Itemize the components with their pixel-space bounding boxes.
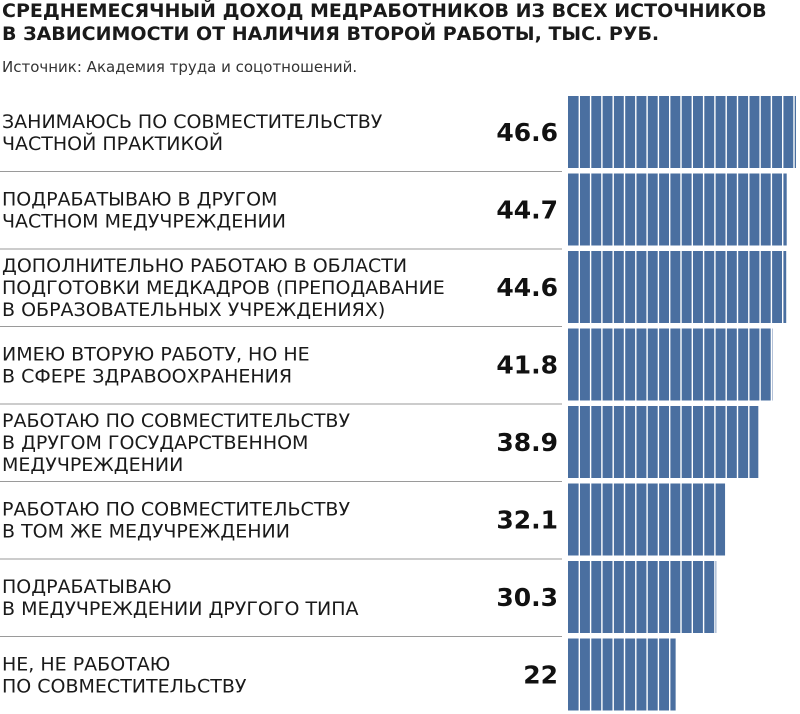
bar-row: ПОДРАБАТЫВАЮ В МЕДУЧРЕЖДЕНИИ ДРУГОГО ТИПА… xyxy=(0,561,717,637)
bar-row: РАБОТАЮ ПО СОВМЕСТИТЕЛЬСТВУ В ТОМ ЖЕ МЕДУ… xyxy=(0,483,726,560)
bar-row: ЗАНИМАЮСЬ ПО СОВМЕСТИТЕЛЬСТВУ ЧАСТНОЙ ПРА… xyxy=(0,96,796,172)
category-label-line: В ДРУГОМ ГОСУДАРСТВЕННОМ xyxy=(2,432,308,454)
category-label: ДОПОЛНИТЕЛЬНО РАБОТАЮ В ОБЛАСТИ ПОДГОТОВК… xyxy=(2,255,445,321)
bar-row: РАБОТАЮ ПО СОВМЕСТИТЕЛЬСТВУ В ДРУГОМ ГОСУ… xyxy=(0,406,759,482)
category-label: ЗАНИМАЮСЬ ПО СОВМЕСТИТЕЛЬСТВУ ЧАСТНОЙ ПРА… xyxy=(2,111,383,155)
value-label: 22 xyxy=(523,661,558,690)
category-label-line: В СФЕРЕ ЗДРАВООХРАНЕНИЯ xyxy=(2,366,292,388)
category-label: НЕ, НЕ РАБОТАЮ ПО СОВМЕСТИТЕЛЬСТВУ xyxy=(2,654,247,698)
bar xyxy=(568,638,676,711)
value-label: 30.3 xyxy=(496,583,558,612)
category-label: ИМЕЮ ВТОРУЮ РАБОТУ, НО НЕ В СФЕРЕ ЗДРАВОО… xyxy=(2,344,310,388)
category-label-line: ЧАСТНОМ МЕДУЧРЕЖДЕНИИ xyxy=(2,211,286,233)
bar xyxy=(568,406,759,478)
category-label-line: В ТОМ ЖЕ МЕДУЧРЕЖДЕНИИ xyxy=(2,521,290,543)
value-label: 44.7 xyxy=(496,196,558,225)
category-label-line: ПОДРАБАТЫВАЮ В ДРУГОМ xyxy=(2,189,277,211)
bar-row: ИМЕЮ ВТОРУЮ РАБОТУ, НО НЕ В СФЕРЕ ЗДРАВОО… xyxy=(0,328,773,405)
value-label: 44.6 xyxy=(496,273,558,302)
category-label-line: ПО СОВМЕСТИТЕЛЬСТВУ xyxy=(2,676,247,698)
category-label-line: В ОБРАЗОВАТЕЛЬНЫХ УЧРЕЖДЕНИЯХ) xyxy=(2,299,385,321)
category-label-line: ЗАНИМАЮСЬ ПО СОВМЕСТИТЕЛЬСТВУ xyxy=(2,111,383,133)
category-label-line: МЕДУЧРЕЖДЕНИИ xyxy=(2,454,183,476)
category-label-line: ПОДГОТОВКИ МЕДКАДРОВ (ПРЕПОДАВАНИЕ xyxy=(2,277,445,299)
bar-row: НЕ, НЕ РАБОТАЮ ПО СОВМЕСТИТЕЛЬСТВУ 22 xyxy=(2,638,676,711)
value-label: 46.6 xyxy=(496,118,558,147)
category-label-line: НЕ, НЕ РАБОТАЮ xyxy=(2,654,170,676)
bar xyxy=(568,96,796,168)
chart-title-line-1: СРЕДНЕМЕСЯЧНЫЙ ДОХОД МЕДРАБОТНИКОВ ИЗ ВС… xyxy=(2,0,767,22)
category-label-line: РАБОТАЮ ПО СОВМЕСТИТЕЛЬСТВУ xyxy=(2,410,350,432)
category-label-line: ДОПОЛНИТЕЛЬНО РАБОТАЮ В ОБЛАСТИ xyxy=(2,255,407,277)
category-label-line: ПОДРАБАТЫВАЮ xyxy=(2,576,172,598)
category-label: РАБОТАЮ ПО СОВМЕСТИТЕЛЬСТВУ В ДРУГОМ ГОСУ… xyxy=(2,410,350,476)
category-label-line: В МЕДУЧРЕЖДЕНИИ ДРУГОГО ТИПА xyxy=(2,598,359,620)
category-label-line: РАБОТАЮ ПО СОВМЕСТИТЕЛЬСТВУ xyxy=(2,499,350,521)
bar xyxy=(568,173,787,246)
category-label-line: ЧАСТНОЙ ПРАКТИКОЙ xyxy=(2,132,223,155)
chart-source: Источник: Академия труда и соцотношений. xyxy=(2,58,358,76)
value-label: 38.9 xyxy=(496,428,558,457)
value-label: 41.8 xyxy=(496,351,558,380)
chart-title: СРЕДНЕМЕСЯЧНЫЙ ДОХОД МЕДРАБОТНИКОВ ИЗ ВС… xyxy=(2,0,798,46)
bar-row: ПОДРАБАТЫВАЮ В ДРУГОМ ЧАСТНОМ МЕДУЧРЕЖДЕН… xyxy=(0,173,787,250)
bar xyxy=(568,561,717,633)
category-label: ПОДРАБАТЫВАЮ В ДРУГОМ ЧАСТНОМ МЕДУЧРЕЖДЕН… xyxy=(2,189,286,233)
chart-title-line-2: В ЗАВИСИМОСТИ ОТ НАЛИЧИЯ ВТОРОЙ РАБОТЫ, … xyxy=(2,23,660,45)
bar-row: ДОПОЛНИТЕЛЬНО РАБОТАЮ В ОБЛАСТИ ПОДГОТОВК… xyxy=(0,251,787,327)
category-label: ПОДРАБАТЫВАЮ В МЕДУЧРЕЖДЕНИИ ДРУГОГО ТИПА xyxy=(2,576,359,620)
bar xyxy=(568,251,787,323)
category-label: РАБОТАЮ ПО СОВМЕСТИТЕЛЬСТВУ В ТОМ ЖЕ МЕДУ… xyxy=(2,499,350,543)
value-label: 32.1 xyxy=(496,506,558,535)
category-label-line: ИМЕЮ ВТОРУЮ РАБОТУ, НО НЕ xyxy=(2,344,310,366)
